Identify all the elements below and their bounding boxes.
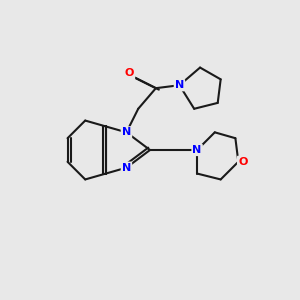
Text: N: N bbox=[175, 80, 184, 90]
Text: N: N bbox=[193, 145, 202, 155]
Text: N: N bbox=[122, 163, 131, 173]
Text: O: O bbox=[238, 157, 248, 167]
Text: N: N bbox=[122, 127, 131, 137]
Text: O: O bbox=[125, 68, 134, 78]
